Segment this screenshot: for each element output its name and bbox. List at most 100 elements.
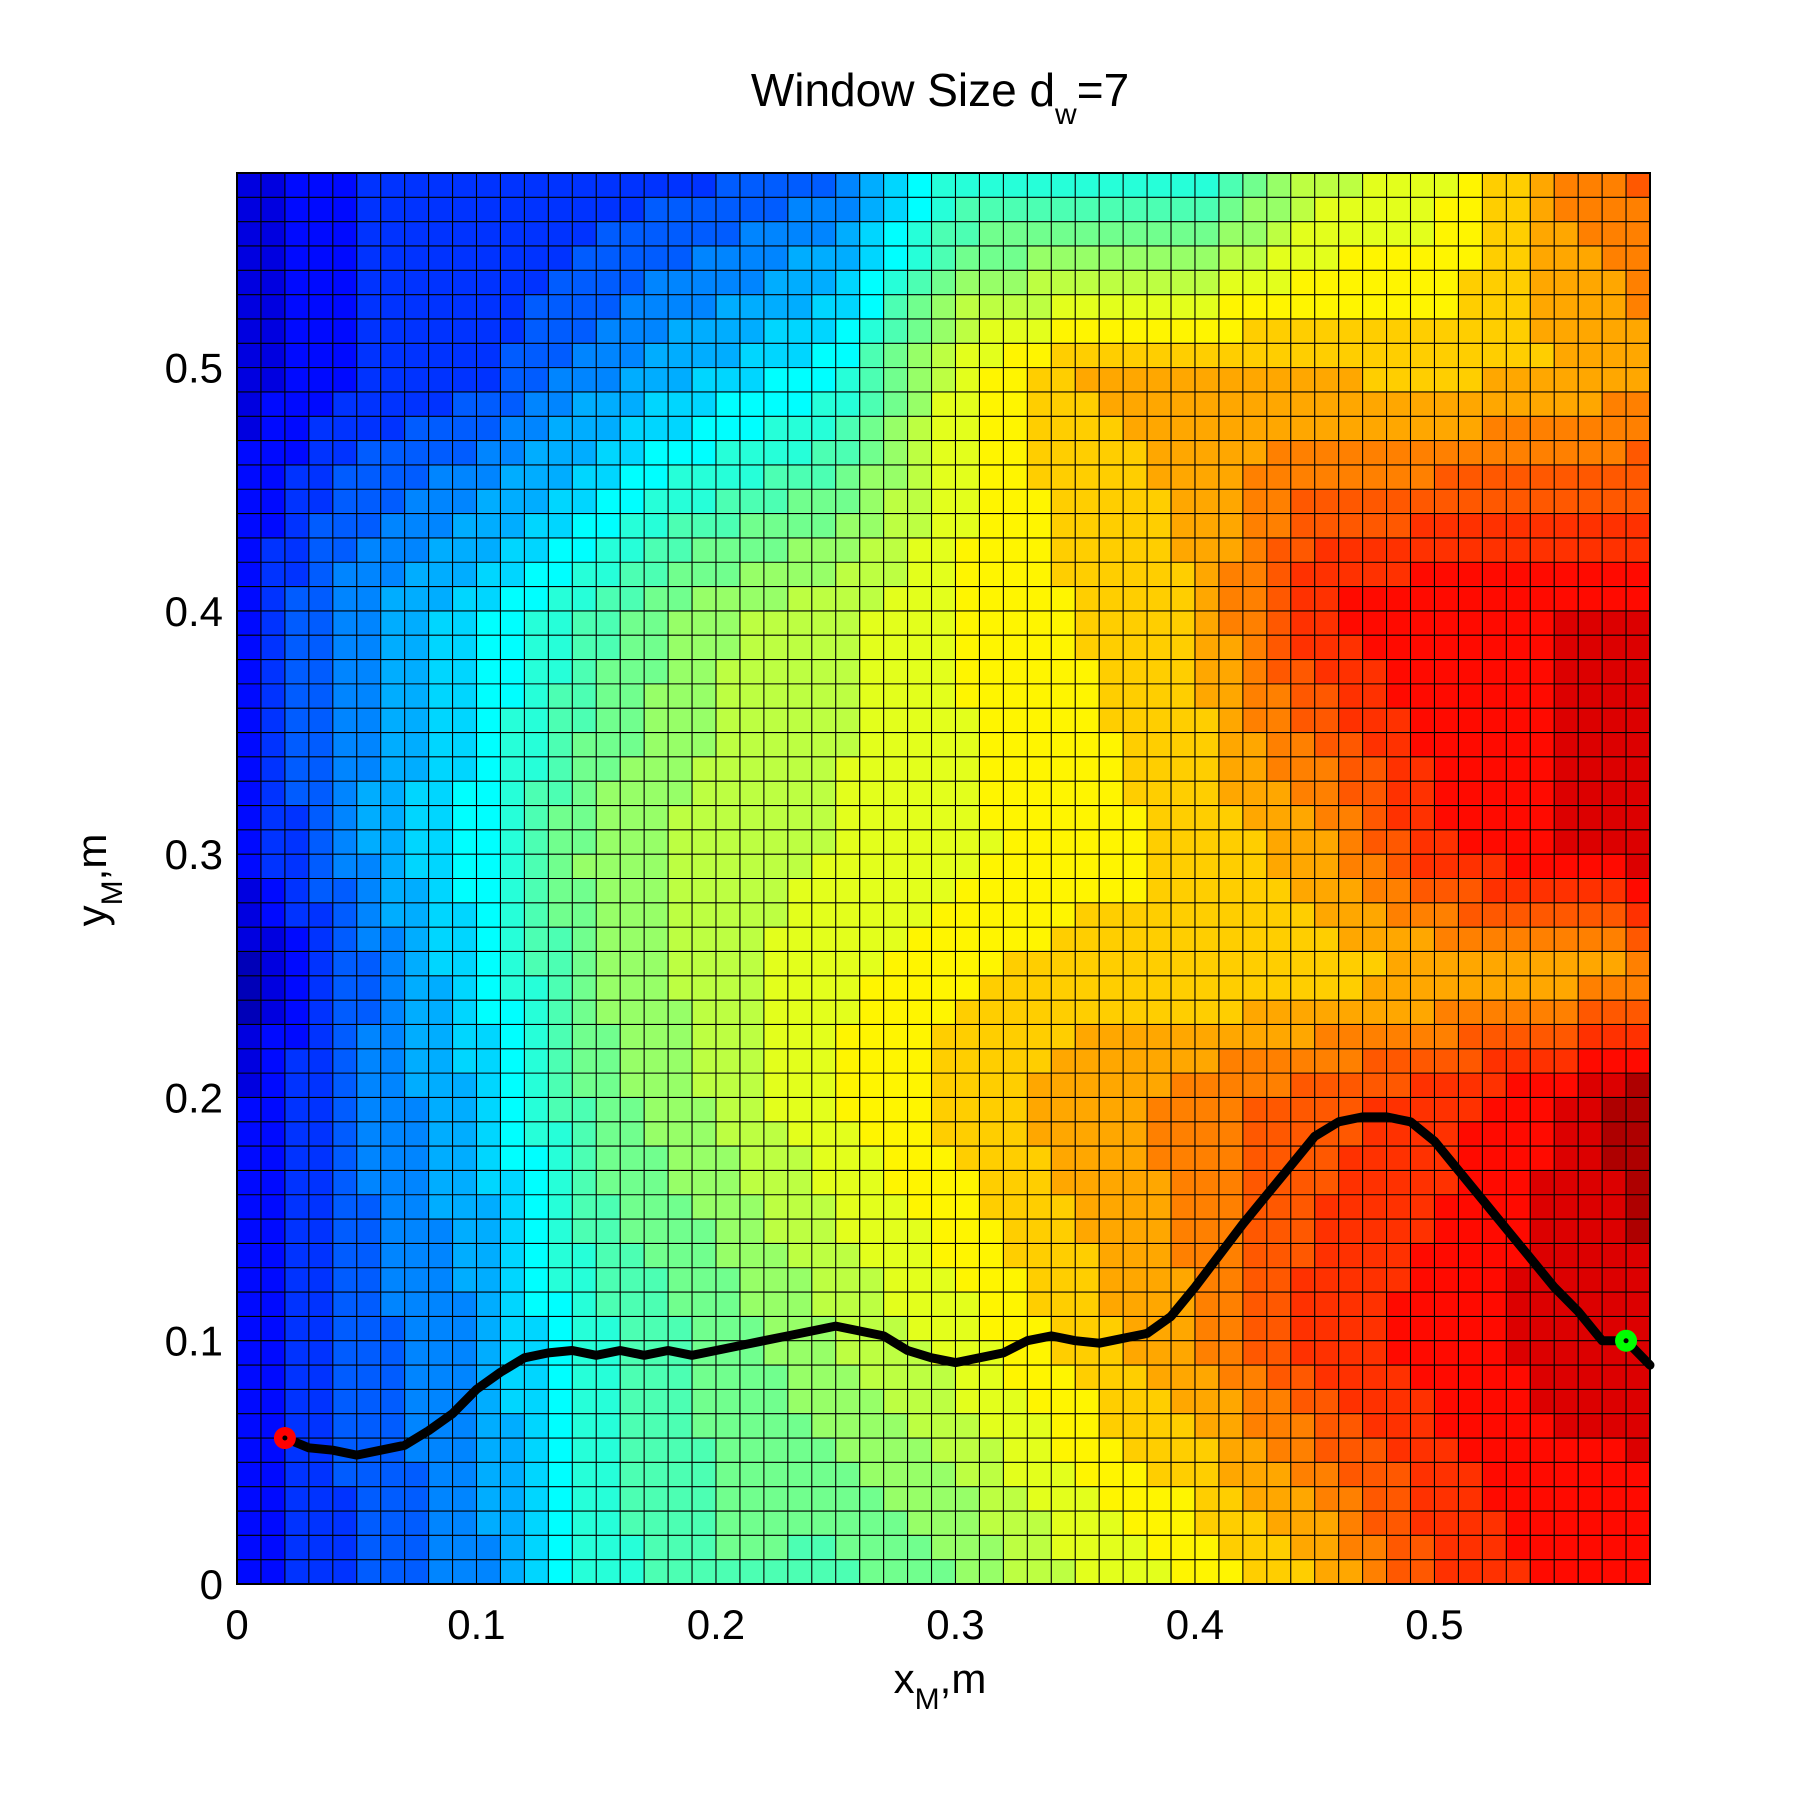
heatmap-cell: [1506, 1267, 1531, 1293]
heatmap-cell: [1051, 878, 1076, 904]
heatmap-cell: [644, 708, 669, 733]
heatmap-cell: [572, 1365, 597, 1390]
heatmap-cell: [260, 1316, 286, 1342]
heatmap-cell: [715, 562, 741, 587]
heatmap-cell: [308, 416, 334, 441]
heatmap-cell: [883, 221, 908, 247]
heatmap-cell: [811, 1146, 837, 1171]
heatmap-cell: [332, 1316, 358, 1342]
heatmap-cell: [883, 1292, 908, 1317]
heatmap-cell: [452, 489, 477, 514]
heatmap-cell: [907, 1000, 932, 1025]
heatmap-cell: [1410, 197, 1435, 222]
heatmap-cell: [452, 1121, 477, 1147]
heatmap-cell: [332, 1413, 358, 1439]
heatmap-cell: [1626, 1438, 1651, 1463]
heatmap-cell: [380, 1267, 405, 1293]
heatmap-cell: [692, 270, 717, 295]
heatmap-cell: [452, 878, 477, 904]
heatmap-cell: [1434, 1389, 1459, 1415]
heatmap-cell: [1362, 1121, 1387, 1147]
heatmap-cell: [1530, 367, 1555, 393]
heatmap-cell: [1434, 1243, 1459, 1269]
heatmap-cell: [308, 1340, 334, 1366]
heatmap-cell: [1147, 440, 1172, 466]
heatmap-cell: [1314, 902, 1339, 928]
heatmap-cell: [596, 1073, 621, 1098]
heatmap-cell: [955, 440, 980, 466]
heatmap-cell: [1554, 489, 1579, 514]
heatmap-cell: [1410, 1219, 1435, 1244]
heatmap-cell: [1578, 1146, 1603, 1171]
heatmap-cell: [1194, 1486, 1220, 1512]
heatmap-cell: [596, 1413, 621, 1439]
heatmap-cell: [1338, 489, 1363, 514]
heatmap-cell: [715, 1048, 741, 1074]
heatmap-cell: [1051, 1146, 1076, 1171]
heatmap-cell: [452, 708, 477, 733]
heatmap-cell: [1123, 732, 1148, 758]
heatmap-cell: [1147, 221, 1172, 247]
heatmap-cell: [1314, 1438, 1339, 1463]
heatmap-cell: [1290, 1365, 1316, 1390]
heatmap-cell: [428, 294, 453, 320]
heatmap-cell: [931, 318, 956, 344]
heatmap-cell: [1602, 610, 1627, 636]
heatmap-cell: [1123, 270, 1148, 295]
heatmap-cell: [404, 1316, 429, 1342]
heatmap-cell: [1242, 854, 1268, 879]
heatmap-cell: [668, 537, 693, 563]
heatmap-cell: [955, 732, 980, 758]
heatmap-cell: [596, 173, 621, 198]
heatmap-cell: [1482, 1438, 1507, 1463]
heatmap-cell: [1075, 1219, 1100, 1244]
heatmap-cell: [1482, 756, 1507, 782]
heatmap-cell: [1171, 294, 1196, 320]
heatmap-cell: [1218, 489, 1244, 514]
heatmap-cell: [811, 610, 837, 636]
heatmap-cell: [1290, 951, 1316, 977]
heatmap-cell: [380, 927, 405, 952]
heatmap-cell: [356, 391, 381, 417]
heatmap-cell: [476, 416, 501, 441]
heatmap-cell: [859, 902, 884, 928]
heatmap-cell: [931, 1438, 956, 1463]
heatmap-cell: [763, 1000, 789, 1025]
heatmap-cell: [404, 367, 429, 393]
heatmap-cell: [715, 440, 741, 466]
heatmap-cell: [1123, 318, 1148, 344]
heatmap-cell: [1362, 854, 1387, 879]
heatmap-cell: [1194, 805, 1220, 831]
heatmap-cell: [308, 1048, 334, 1074]
heatmap-cell: [1314, 756, 1339, 782]
heatmap-cell: [1194, 854, 1220, 879]
heatmap-cell: [979, 294, 1004, 320]
heatmap-cell: [1194, 1438, 1220, 1463]
heatmap-cell: [1266, 829, 1292, 855]
heatmap-cell: [1458, 1389, 1483, 1415]
heatmap-cell: [1242, 805, 1268, 831]
heatmap-cell: [715, 391, 741, 417]
heatmap-cell: [500, 1486, 525, 1512]
heatmap-cell: [1242, 513, 1268, 539]
heatmap-cell: [1075, 756, 1100, 782]
heatmap-cell: [1147, 173, 1172, 198]
heatmap-cell: [572, 659, 597, 685]
heatmap-cell: [237, 1438, 262, 1463]
heatmap-cell: [1578, 318, 1603, 344]
heatmap-cell: [548, 1462, 573, 1487]
heatmap-cell: [715, 1438, 741, 1463]
heatmap-cell: [811, 245, 837, 271]
heatmap-cell: [1075, 270, 1100, 295]
heatmap-cell: [500, 1219, 525, 1244]
heatmap-cell: [452, 343, 477, 368]
heatmap-cell: [572, 854, 597, 879]
heatmap-cell: [1051, 343, 1076, 368]
heatmap-cell: [1482, 1073, 1507, 1098]
heatmap-cell: [500, 756, 525, 782]
heatmap-cell: [1075, 464, 1100, 490]
heatmap-cell: [1434, 829, 1459, 855]
heatmap-cell: [1003, 1097, 1028, 1123]
heatmap-cell: [1218, 464, 1244, 490]
heatmap-cell: [1434, 464, 1459, 490]
